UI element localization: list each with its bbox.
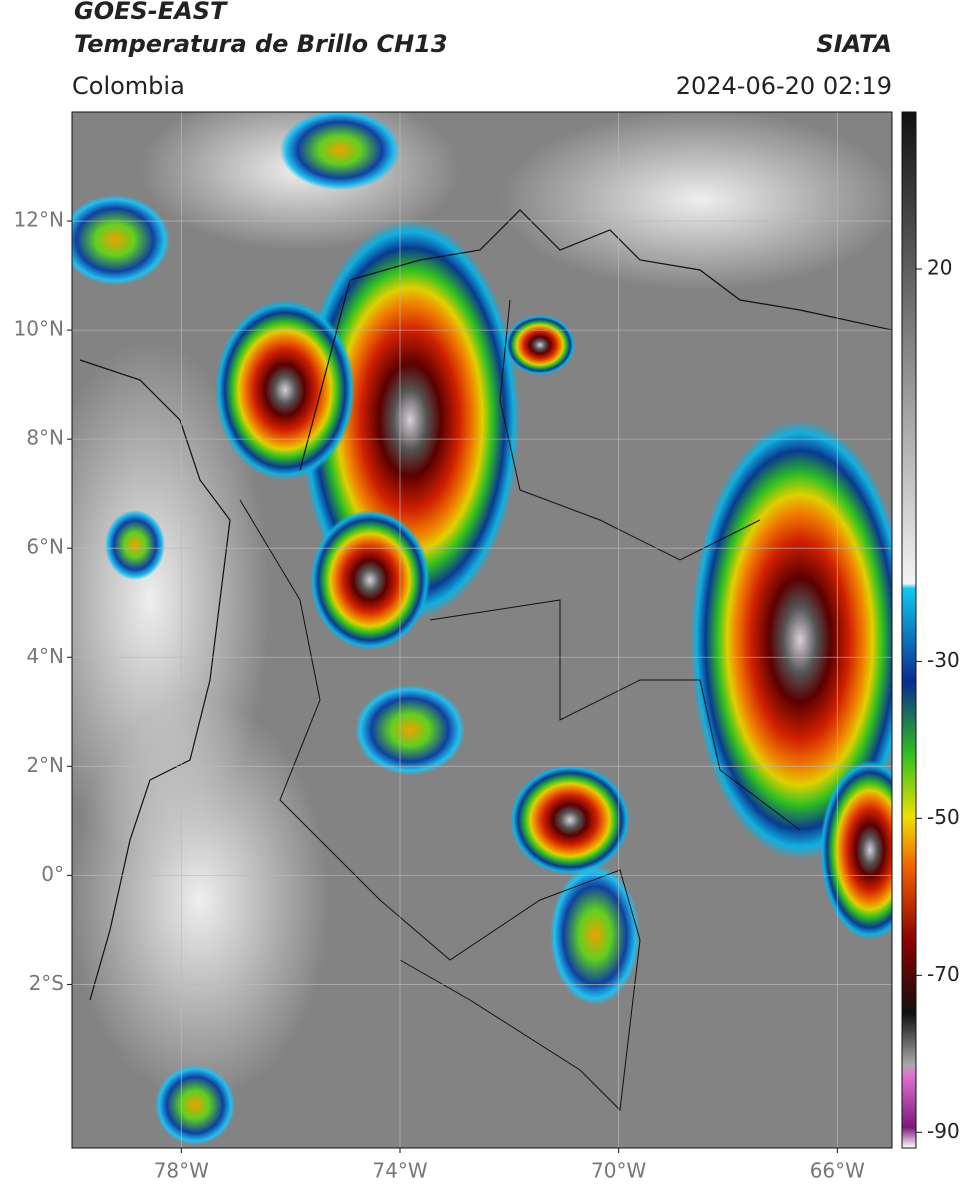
y-tick-label: 2°N	[26, 753, 64, 777]
x-tick-label: 78°W	[154, 1159, 209, 1183]
source: SIATA	[816, 30, 892, 58]
storm	[310, 510, 430, 650]
cell	[550, 865, 640, 1005]
colorbar-tick-label: -50	[927, 805, 960, 829]
border	[499, 299, 761, 561]
y-tick-label: 8°N	[26, 426, 64, 450]
cell	[280, 112, 400, 190]
y-tick-label: 4°N	[26, 644, 64, 668]
border	[429, 599, 801, 831]
y-tick-label: 2°S	[29, 971, 64, 995]
imagery	[72, 112, 892, 1148]
title: GOES-EAST	[74, 0, 228, 25]
y-tick-label: 0°	[41, 862, 64, 886]
region: Colombia	[72, 72, 185, 100]
colorbar-tick-label: -70	[927, 962, 960, 986]
storm	[820, 760, 892, 940]
coastline	[79, 359, 231, 1001]
cell	[355, 685, 465, 775]
y-tick-label: 6°N	[26, 535, 64, 559]
x-tick-label: 70°W	[591, 1159, 646, 1183]
storm	[505, 315, 575, 375]
y-tick-label: 10°N	[14, 317, 64, 341]
storm	[215, 300, 355, 480]
colorbar-tick-label: -30	[927, 648, 960, 672]
y-tick-label: 12°N	[14, 208, 64, 232]
colorbar	[901, 111, 917, 1149]
grid	[72, 112, 892, 1148]
cell	[155, 1065, 235, 1145]
coastline	[299, 209, 892, 471]
cell	[72, 195, 170, 285]
cell	[105, 510, 165, 580]
map-frame	[71, 111, 893, 1149]
storm	[510, 765, 630, 875]
x-tick-label: 66°W	[810, 1159, 865, 1183]
colorbar-tick-label: 20	[927, 255, 952, 279]
timestamp: 2024-06-20 02:19	[676, 72, 892, 100]
border	[239, 499, 641, 1112]
cloud	[72, 700, 330, 1100]
cloud	[500, 112, 892, 290]
colorbar-tick-label: -90	[927, 1119, 960, 1143]
subtitle: Temperatura de Brillo CH13	[74, 30, 448, 58]
x-tick-label: 74°W	[372, 1159, 427, 1183]
